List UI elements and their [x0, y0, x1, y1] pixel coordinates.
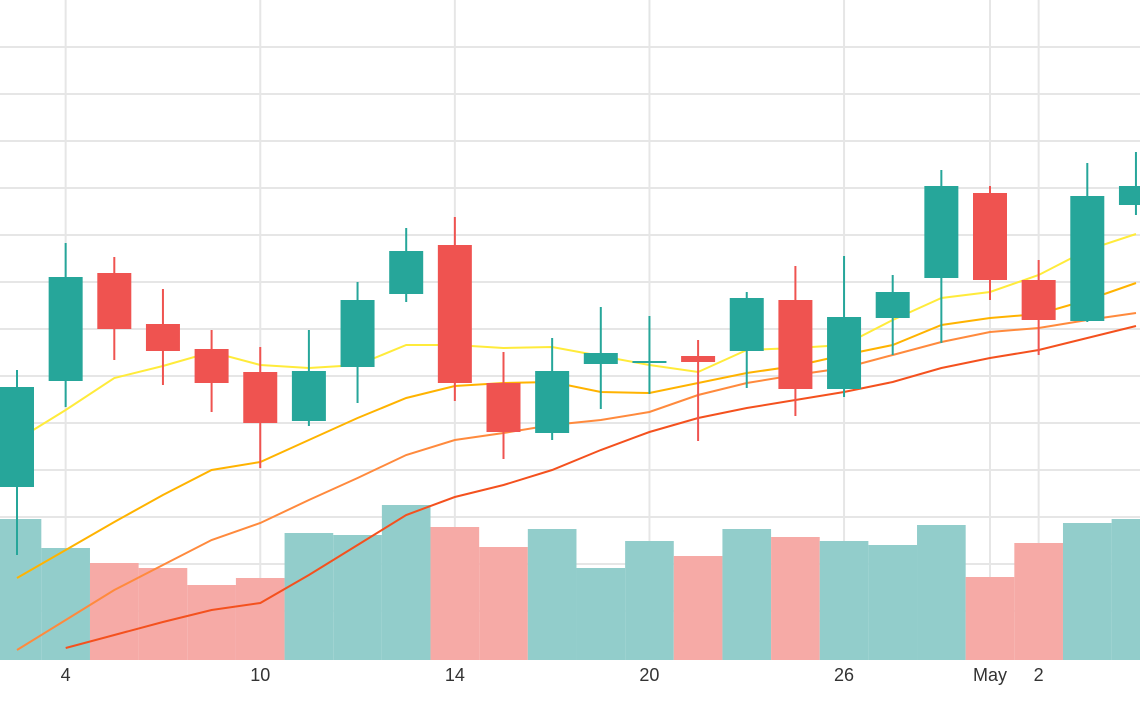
candle-body: [729, 298, 764, 351]
volume-bar: [673, 556, 723, 660]
x-tick-label: May: [973, 665, 1007, 685]
candle-body: [291, 371, 326, 421]
volume-bar: [868, 545, 918, 660]
candle-body: [778, 300, 813, 389]
volume-bar: [235, 578, 285, 660]
candle-body: [97, 273, 132, 329]
volume-bar: [89, 563, 139, 660]
candle-body: [875, 292, 910, 318]
candles: [0, 152, 1140, 555]
volume-bar: [1062, 523, 1112, 660]
candle-body: [1070, 196, 1105, 321]
x-tick-label: 10: [250, 665, 270, 685]
volume-bar: [965, 577, 1015, 660]
moving-average-line: [16, 312, 1137, 651]
volume-bars: [0, 505, 1140, 660]
volume-bar: [430, 527, 480, 660]
volume-bar: [187, 585, 236, 660]
candle-body: [48, 277, 83, 381]
x-axis-labels: 4 10 14 20 26 May 2: [61, 665, 1044, 685]
volume-bar: [625, 541, 674, 660]
volume-bar: [138, 568, 188, 660]
candle-body: [827, 317, 862, 389]
candle-body: [437, 245, 472, 383]
volume-bar: [917, 525, 966, 660]
candle-body: [681, 356, 716, 362]
volume-bar: [819, 541, 869, 660]
candle-body: [973, 193, 1007, 280]
volume-bar: [722, 529, 772, 660]
x-tick-label: 2: [1034, 665, 1044, 685]
candle-body: [145, 324, 180, 351]
volume-bar: [1111, 519, 1140, 660]
volume-bar: [333, 535, 382, 660]
volume-bar: [1014, 543, 1063, 660]
candle-body: [1021, 280, 1056, 320]
x-tick-label: 20: [639, 665, 659, 685]
candle-body: [583, 353, 618, 364]
candle-body: [340, 300, 375, 367]
candle-body: [924, 186, 959, 278]
candle-body: [389, 251, 424, 294]
volume-bar: [576, 568, 626, 660]
moving-average-line: [16, 282, 1137, 579]
volume-bar: [527, 529, 577, 660]
volume-bar: [479, 547, 528, 660]
candle-body: [1118, 186, 1140, 205]
volume-bar: [771, 537, 820, 660]
candle-body: [535, 371, 570, 433]
volume-bar: [381, 505, 431, 660]
candle-body: [243, 372, 278, 423]
candle-body: [0, 387, 34, 487]
candle-body: [486, 383, 521, 432]
candle-body: [632, 361, 667, 363]
x-tick-label: 4: [61, 665, 71, 685]
volume-bar: [41, 548, 90, 660]
moving-average-line: [65, 325, 1137, 649]
x-tick-label: 14: [445, 665, 465, 685]
x-tick-label: 26: [834, 665, 854, 685]
candle-body: [194, 349, 229, 383]
volume-bar: [0, 519, 42, 660]
volume-bar: [284, 533, 334, 660]
